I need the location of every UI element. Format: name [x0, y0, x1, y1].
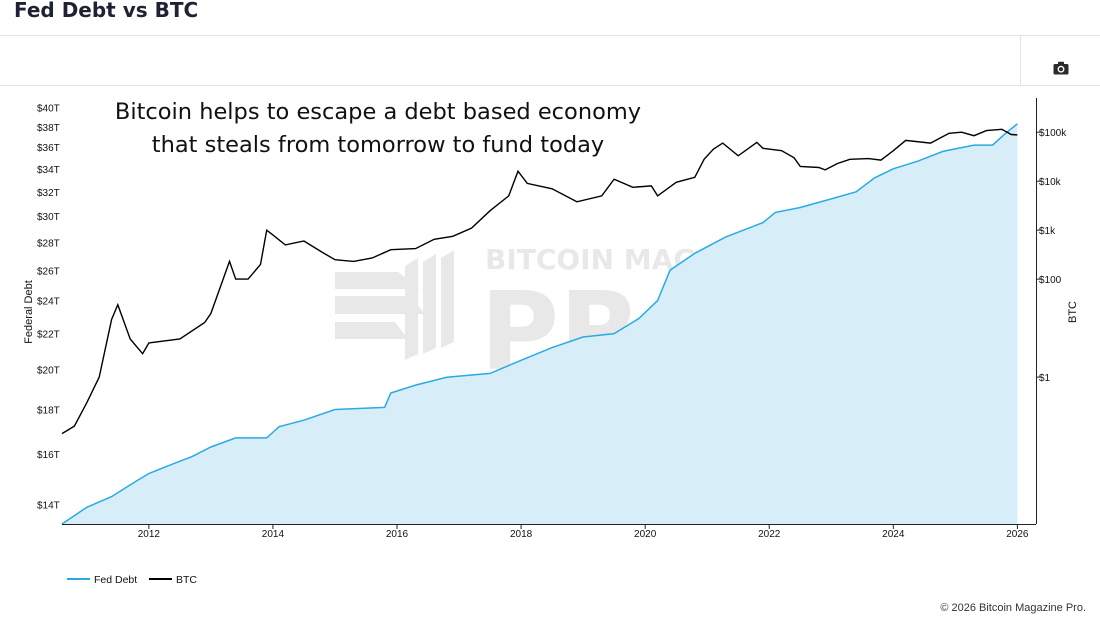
page-title: Fed Debt vs BTC	[14, 0, 199, 22]
left-tick-label: $28T	[37, 238, 60, 249]
legend-item-fed-debt[interactable]: Fed Debt	[67, 574, 137, 586]
x-axis-ticks: 2012 2014 2016 2018 2020 2022 2024 2026	[138, 524, 1029, 540]
toolbar-separator	[1020, 36, 1021, 85]
x-tick-label: 2012	[138, 529, 161, 540]
right-axis-ticks: $1 $100 $1k $10k $100k	[1036, 128, 1067, 384]
legend: Fed Debt BTC	[67, 574, 197, 586]
left-tick-label: $30T	[37, 212, 60, 223]
toolbar-divider	[0, 85, 1100, 86]
right-axis-title: BTC	[1067, 301, 1079, 323]
right-tick-label: $100k	[1039, 128, 1067, 139]
fed-debt-area	[62, 123, 1018, 525]
camera-icon	[1053, 61, 1069, 75]
legend-label-fed-debt: Fed Debt	[94, 574, 137, 586]
x-tick-label: 2022	[758, 529, 781, 540]
left-tick-label: $40T	[37, 103, 60, 114]
right-tick-label: $100	[1039, 275, 1062, 286]
left-tick-label: $22T	[37, 330, 60, 341]
header-divider	[0, 35, 1100, 36]
chart: BITCOIN MAGAZINE PRO 2012 2014 2016 2018 202…	[23, 98, 1079, 586]
left-tick-label: $20T	[37, 366, 60, 377]
watermark-logo	[335, 250, 454, 360]
right-tick-label: $1k	[1039, 226, 1056, 237]
btc-line	[61, 128, 1018, 435]
annotation-line-2: that steals from tomorrow to fund today	[152, 132, 604, 158]
right-tick-label: $10k	[1039, 177, 1062, 188]
x-tick-label: 2014	[262, 529, 285, 540]
x-tick-label: 2026	[1006, 529, 1029, 540]
copyright: © 2026 Bitcoin Magazine Pro.	[940, 602, 1086, 614]
legend-item-btc[interactable]: BTC	[149, 574, 197, 586]
left-tick-label: $34T	[37, 165, 60, 176]
x-tick-label: 2024	[882, 529, 905, 540]
x-tick-label: 2020	[634, 529, 657, 540]
left-tick-label: $16T	[37, 450, 60, 461]
left-tick-label: $24T	[37, 297, 60, 308]
x-tick-label: 2018	[510, 529, 533, 540]
left-tick-label: $26T	[37, 266, 60, 277]
left-tick-label: $36T	[37, 143, 60, 154]
annotation-line-1: Bitcoin helps to escape a debt based eco…	[115, 99, 641, 125]
x-tick-label: 2016	[386, 529, 409, 540]
fed-debt-line	[61, 123, 1018, 525]
left-axis-ticks: $14T $16T $18T $20T $22T $24T $26T $28T $30T $32T…	[37, 103, 60, 511]
legend-label-btc: BTC	[176, 574, 197, 586]
left-tick-label: $38T	[37, 123, 60, 134]
left-tick-label: $14T	[37, 501, 60, 512]
left-tick-label: $18T	[37, 405, 60, 416]
left-axis-title: Federal Debt	[23, 280, 35, 344]
right-tick-label: $1	[1039, 373, 1051, 384]
download-image-button[interactable]	[1050, 58, 1072, 78]
left-tick-label: $32T	[37, 188, 60, 199]
